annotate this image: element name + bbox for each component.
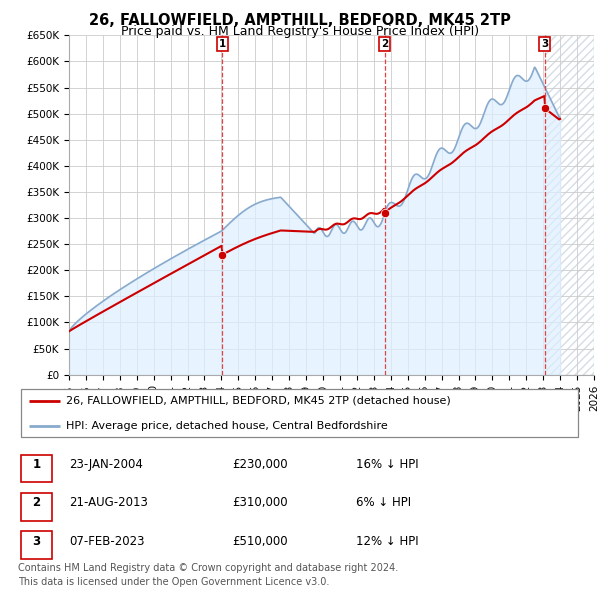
FancyBboxPatch shape <box>21 389 578 437</box>
Text: 07-FEB-2023: 07-FEB-2023 <box>69 535 144 548</box>
Text: 1: 1 <box>218 39 226 49</box>
Text: 26, FALLOWFIELD, AMPTHILL, BEDFORD, MK45 2TP (detached house): 26, FALLOWFIELD, AMPTHILL, BEDFORD, MK45… <box>66 396 451 406</box>
Text: 26, FALLOWFIELD, AMPTHILL, BEDFORD, MK45 2TP: 26, FALLOWFIELD, AMPTHILL, BEDFORD, MK45… <box>89 13 511 28</box>
Text: 21-AUG-2013: 21-AUG-2013 <box>69 496 148 510</box>
Text: £230,000: £230,000 <box>232 458 288 471</box>
Text: 2: 2 <box>32 496 41 510</box>
Text: 6% ↓ HPI: 6% ↓ HPI <box>356 496 412 510</box>
Text: 23-JAN-2004: 23-JAN-2004 <box>69 458 143 471</box>
Text: 3: 3 <box>541 39 548 49</box>
Text: Price paid vs. HM Land Registry's House Price Index (HPI): Price paid vs. HM Land Registry's House … <box>121 25 479 38</box>
Text: 2: 2 <box>381 39 388 49</box>
Text: Contains HM Land Registry data © Crown copyright and database right 2024.
This d: Contains HM Land Registry data © Crown c… <box>18 563 398 586</box>
Text: £310,000: £310,000 <box>232 496 288 510</box>
Text: HPI: Average price, detached house, Central Bedfordshire: HPI: Average price, detached house, Cent… <box>66 421 388 431</box>
Text: 1: 1 <box>32 458 41 471</box>
Text: 16% ↓ HPI: 16% ↓ HPI <box>356 458 419 471</box>
FancyBboxPatch shape <box>21 532 52 559</box>
FancyBboxPatch shape <box>21 455 52 482</box>
Text: 12% ↓ HPI: 12% ↓ HPI <box>356 535 419 548</box>
FancyBboxPatch shape <box>21 493 52 520</box>
Text: 3: 3 <box>32 535 41 548</box>
Text: £510,000: £510,000 <box>232 535 288 548</box>
